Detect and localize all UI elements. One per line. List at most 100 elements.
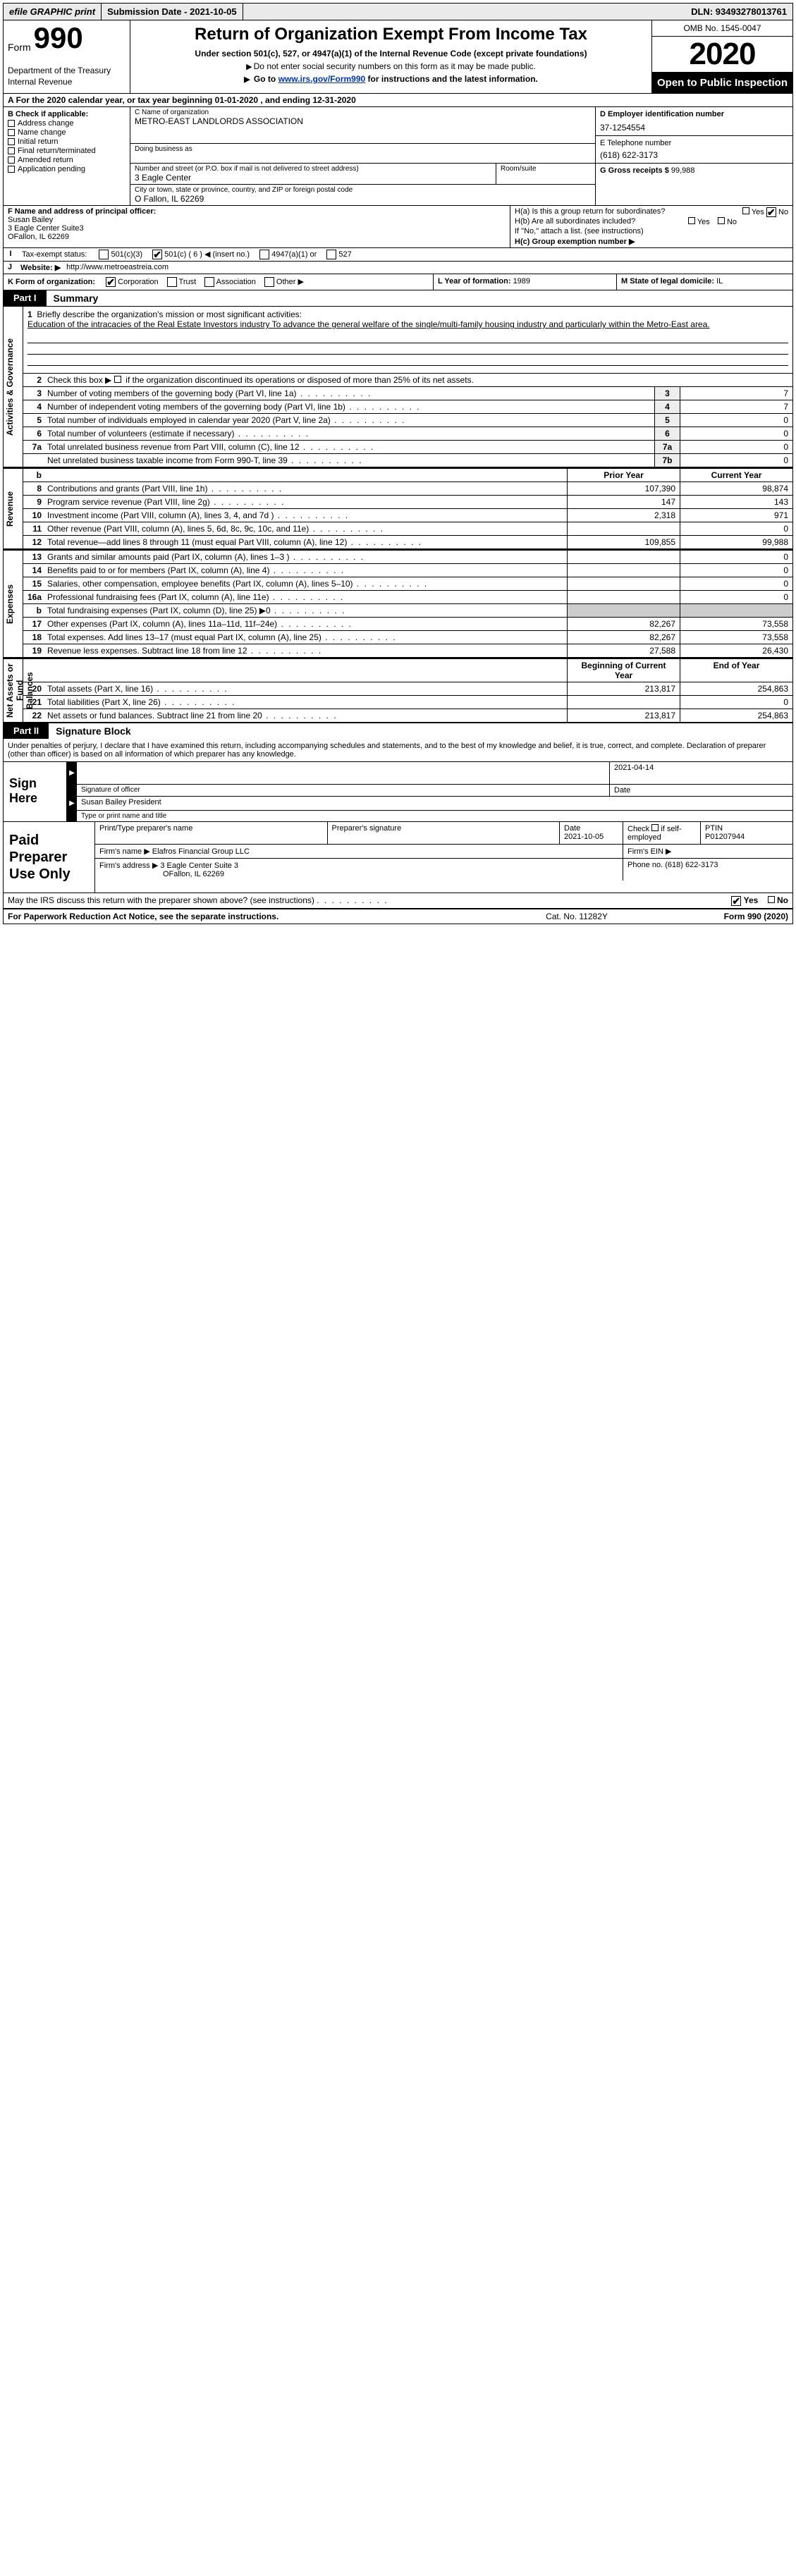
irs-yes-checkbox[interactable] xyxy=(731,896,741,906)
submission-date: Submission Date - 2021-10-05 xyxy=(102,4,243,20)
topbar-spacer xyxy=(243,4,685,20)
summary-line: 20 Total assets (Part X, line 16) 213,81… xyxy=(23,682,792,696)
irs-no-checkbox[interactable] xyxy=(768,896,775,903)
k-opt-checkbox[interactable] xyxy=(106,277,116,287)
officer-name: Susan Bailey xyxy=(8,216,506,224)
website: http://www.metroeastreia.com xyxy=(66,263,169,272)
summary-line: 3 Number of voting members of the govern… xyxy=(23,387,792,400)
topbar: efile GRAPHIC print Submission Date - 20… xyxy=(4,4,792,20)
triangle-icon: ▶ xyxy=(244,75,250,84)
b-check-item: Final return/terminated xyxy=(8,147,125,155)
form-title: Return of Organization Exempt From Incom… xyxy=(137,25,644,44)
summary-line: 4 Number of independent voting members o… xyxy=(23,400,792,414)
summary-line: b Total fundraising expenses (Part IX, c… xyxy=(23,604,792,618)
summary-line: 10 Investment income (Part VIII, column … xyxy=(23,509,792,522)
summary-line: 9 Program service revenue (Part VIII, li… xyxy=(23,496,792,509)
summary-line: 6 Total number of volunteers (estimate i… xyxy=(23,427,792,441)
ha-no-checkbox[interactable] xyxy=(766,207,776,217)
entity-info-row: B Check if applicable: Address changeNam… xyxy=(4,107,792,206)
summary-line: 22 Net assets or fund balances. Subtract… xyxy=(23,709,792,722)
page-footer: For Paperwork Reduction Act Notice, see … xyxy=(4,909,792,924)
triangle-icon: ▶ xyxy=(246,63,252,71)
i-opt-checkbox[interactable] xyxy=(99,250,109,259)
form-subtitle: Under section 501(c), 527, or 4947(a)(1)… xyxy=(137,49,644,59)
section-f: F Name and address of principal officer:… xyxy=(4,206,510,247)
fh-row: F Name and address of principal officer:… xyxy=(4,206,792,248)
phone: (618) 622-3173 xyxy=(600,150,788,160)
tax-year: 2020 xyxy=(652,37,792,73)
section-b: B Check if applicable: Address changeNam… xyxy=(4,107,130,205)
k-opt-checkbox[interactable] xyxy=(264,277,274,287)
expense-group: Expenses 13 Grants and similar amounts p… xyxy=(4,550,792,658)
summary-line: 16a Professional fundraising fees (Part … xyxy=(23,591,792,604)
line2-checkbox[interactable] xyxy=(114,376,121,383)
revenue-group: Revenue b Prior Year Current Year 8 Cont… xyxy=(4,468,792,550)
b-check-item: Initial return xyxy=(8,137,125,146)
ha-yes-checkbox[interactable] xyxy=(742,207,749,214)
blank-line xyxy=(27,355,788,366)
form-990-page: efile GRAPHIC print Submission Date - 20… xyxy=(3,3,793,924)
k-opt-checkbox[interactable] xyxy=(204,277,214,287)
summary-line: 12 Total revenue—add lines 8 through 11 … xyxy=(23,536,792,548)
col-headers: b Prior Year Current Year xyxy=(23,469,792,482)
firm-name: Elafros Financial Group LLC xyxy=(152,847,250,856)
summary-line: 5 Total number of individuals employed i… xyxy=(23,414,792,427)
dept-label: Department of the Treasury Internal Reve… xyxy=(8,66,125,87)
instructions-link[interactable]: www.irs.gov/Form990 xyxy=(278,74,366,84)
sig-arrow-icon: ▶ xyxy=(67,762,77,784)
summary-line: 15 Salaries, other compensation, employe… xyxy=(23,577,792,591)
checkbox[interactable] xyxy=(8,138,15,145)
governance-group: Activities & Governance 1 Briefly descri… xyxy=(4,306,792,468)
hb-yes-checkbox[interactable] xyxy=(688,217,695,224)
gross-receipts: 99,988 xyxy=(671,166,695,175)
checkbox[interactable] xyxy=(8,129,15,136)
summary-line: 11 Other revenue (Part VIII, column (A),… xyxy=(23,522,792,536)
checkbox[interactable] xyxy=(8,166,15,173)
summary-line: 19 Revenue less expenses. Subtract line … xyxy=(23,644,792,657)
line-1: 1 Briefly describe the organization's mi… xyxy=(23,307,792,332)
b-check-item: Name change xyxy=(8,128,125,137)
summary-line: 14 Benefits paid to or for members (Part… xyxy=(23,564,792,577)
period-bar: A For the 2020 calendar year, or tax yea… xyxy=(4,94,792,107)
preparer-row: Paid Preparer Use Only Print/Type prepar… xyxy=(4,822,792,893)
open-inspection: Open to Public Inspection xyxy=(652,73,792,93)
col-headers-2: Beginning of Current Year End of Year xyxy=(23,659,792,682)
b-check-item: Amended return xyxy=(8,156,125,164)
hb-no-checkbox[interactable] xyxy=(718,217,725,224)
city: O Fallon, IL 62269 xyxy=(135,194,591,204)
officer-typed-name: Susan Bailey President xyxy=(77,797,792,810)
ssn-warning: ▶Do not enter social security numbers on… xyxy=(137,61,644,71)
omb-number: OMB No. 1545-0047 xyxy=(652,20,792,37)
form-header: Form 990 Department of the Treasury Inte… xyxy=(4,20,792,94)
header-right: OMB No. 1545-0047 2020 Open to Public In… xyxy=(651,20,792,93)
blank-line xyxy=(27,332,788,343)
sig-arrow-icon: ▶ xyxy=(67,797,77,810)
street: 3 Eagle Center xyxy=(135,173,491,183)
i-opt-checkbox[interactable] xyxy=(326,250,336,259)
summary-line: 7a Total unrelated business revenue from… xyxy=(23,441,792,454)
k-opt-checkbox[interactable] xyxy=(167,277,177,287)
section-i: I Tax-exempt status: 501(c)(3) 501(c) ( … xyxy=(4,248,792,262)
section-deg: D Employer identification number 37-1254… xyxy=(595,107,792,205)
part2-banner: Part II Signature Block xyxy=(4,723,792,739)
checkbox[interactable] xyxy=(8,120,15,127)
efile-label[interactable]: efile GRAPHIC print xyxy=(4,4,102,20)
checkbox[interactable] xyxy=(8,157,15,164)
org-name: METRO-EAST LANDLORDS ASSOCIATION xyxy=(135,116,591,126)
section-j: J Website: ▶ http://www.metroeastreia.co… xyxy=(4,262,792,274)
sign-here-row: Sign Here ▶ 2021-04-14 Signature of offi… xyxy=(4,762,792,822)
ein: 37-1254554 xyxy=(600,123,788,133)
i-opt-checkbox[interactable] xyxy=(259,250,269,259)
summary-line: 17 Other expenses (Part IX, column (A), … xyxy=(23,618,792,631)
summary-line: 8 Contributions and grants (Part VIII, l… xyxy=(23,482,792,496)
summary-line: 13 Grants and similar amounts paid (Part… xyxy=(23,551,792,564)
i-opt-checkbox[interactable] xyxy=(152,250,162,259)
checkbox[interactable] xyxy=(8,147,15,154)
self-employed-checkbox[interactable] xyxy=(651,824,659,831)
header-center: Return of Organization Exempt From Incom… xyxy=(130,20,651,93)
sig-date: 2021-04-14 xyxy=(609,762,792,784)
b-check-item: Address change xyxy=(8,119,125,128)
firm-phone: (618) 622-3173 xyxy=(665,861,718,869)
b-check-item: Application pending xyxy=(8,165,125,173)
net-group: Net Assets or Fund Balances Beginning of… xyxy=(4,658,792,723)
